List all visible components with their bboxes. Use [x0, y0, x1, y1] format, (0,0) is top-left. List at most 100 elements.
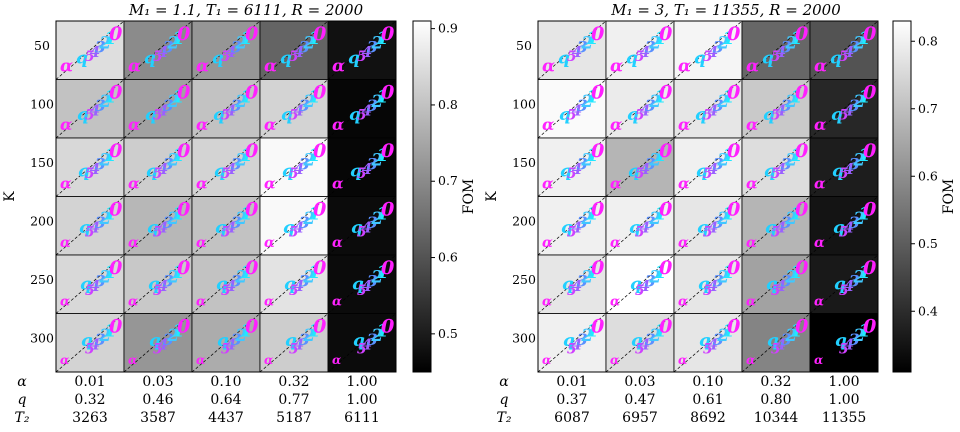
- alpha-glyph: α: [60, 57, 73, 77]
- param-value-alpha: 1.00: [828, 374, 859, 390]
- digit-glyph: 4: [844, 335, 854, 353]
- digit-glyph: 1: [308, 204, 321, 225]
- alpha-glyph: α: [196, 115, 208, 134]
- digit-glyph: 0: [795, 198, 808, 220]
- digit-glyph: 5: [703, 49, 713, 65]
- digit-glyph: 5: [839, 108, 849, 124]
- digit-glyph: 4: [294, 101, 304, 119]
- cell-background: [741, 196, 811, 256]
- alpha-glyph: α: [60, 235, 71, 251]
- digit-glyph: 2: [370, 267, 383, 287]
- digit-glyph: 5: [357, 49, 367, 65]
- digit-glyph: 1: [376, 204, 389, 225]
- digit-glyph: 0: [109, 23, 122, 45]
- digit-glyph: 4: [294, 335, 304, 353]
- cell-background: [605, 137, 675, 197]
- q-glyph: q: [560, 162, 572, 182]
- param-value-q: 0.32: [74, 392, 105, 408]
- digit-glyph: 1: [790, 262, 803, 283]
- digit-glyph: 4: [226, 160, 236, 178]
- digit-glyph: 2: [98, 326, 111, 346]
- q-glyph: q: [562, 275, 574, 295]
- param-value-alpha: 0.01: [556, 374, 587, 390]
- digit-glyph: 0: [727, 81, 740, 103]
- digit-glyph: 5: [85, 49, 95, 65]
- cell-background: [605, 196, 675, 256]
- digit-glyph: 5: [357, 108, 367, 124]
- alpha-glyph: α: [264, 235, 275, 251]
- cell-background: [741, 137, 811, 197]
- digit-glyph: 0: [381, 198, 394, 220]
- digit-glyph: 0: [659, 81, 672, 103]
- digit-glyph: 2: [852, 267, 865, 287]
- alpha-glyph: α: [678, 57, 691, 77]
- q-glyph: q: [835, 331, 847, 351]
- digit-glyph: 1: [790, 87, 803, 108]
- digit-glyph: 0: [381, 257, 394, 279]
- digit-glyph: 5: [85, 225, 95, 241]
- q-glyph: q: [149, 331, 161, 351]
- digit-glyph: 0: [795, 140, 808, 162]
- q-glyph: q: [285, 331, 297, 351]
- digit-glyph: 4: [226, 101, 236, 119]
- digit-glyph: 3: [95, 330, 106, 349]
- digit-glyph: 0: [313, 23, 326, 45]
- digit-glyph: 3: [713, 213, 724, 232]
- digit-glyph: 3: [231, 38, 242, 57]
- digit-glyph: 3: [367, 213, 378, 232]
- digit-glyph: 1: [858, 87, 871, 108]
- digit-glyph: 3: [95, 272, 106, 291]
- digit-glyph: 5: [153, 166, 163, 182]
- digit-glyph: 2: [302, 209, 315, 229]
- alpha-glyph: α: [678, 115, 690, 134]
- alpha-glyph: α: [264, 115, 276, 134]
- digit-glyph: 1: [858, 145, 871, 166]
- digit-glyph: 2: [784, 33, 797, 53]
- q-glyph: q: [765, 218, 777, 238]
- digit-glyph: 0: [109, 315, 122, 337]
- digit-glyph: 4: [572, 277, 582, 295]
- alpha-glyph: α: [814, 57, 827, 77]
- digit-glyph: 2: [648, 326, 661, 346]
- digit-glyph: 1: [790, 145, 803, 166]
- alpha-glyph: α: [264, 353, 273, 367]
- digit-glyph: 5: [567, 225, 577, 241]
- digit-glyph: 4: [640, 277, 650, 295]
- alpha-glyph: α: [332, 295, 342, 310]
- digit-glyph: 0: [177, 140, 190, 162]
- digit-glyph: 5: [221, 49, 231, 65]
- param-value-alpha: 0.10: [692, 374, 723, 390]
- digit-glyph: 0: [591, 257, 604, 279]
- digit-glyph: 2: [302, 150, 315, 170]
- digit-glyph: 1: [376, 262, 389, 283]
- cell-background: [673, 79, 743, 139]
- digit-glyph: 1: [376, 321, 389, 342]
- digit-glyph: 0: [659, 257, 672, 279]
- digit-glyph: 0: [245, 257, 258, 279]
- digit-glyph: 1: [790, 28, 803, 49]
- digit-glyph: 1: [308, 87, 321, 108]
- digit-glyph: 2: [98, 209, 111, 229]
- digit-glyph: 5: [839, 342, 849, 358]
- digit-glyph: 5: [153, 225, 163, 241]
- digit-glyph: 5: [567, 108, 577, 124]
- digit-glyph: 4: [640, 218, 650, 236]
- digit-glyph: 1: [308, 262, 321, 283]
- digit-glyph: 2: [234, 209, 247, 229]
- digit-glyph: 5: [357, 166, 367, 182]
- digit-glyph: 1: [586, 28, 599, 49]
- digit-glyph: 0: [381, 140, 394, 162]
- q-glyph: q: [349, 105, 361, 125]
- digit-glyph: 1: [104, 204, 117, 225]
- digit-glyph: 0: [727, 140, 740, 162]
